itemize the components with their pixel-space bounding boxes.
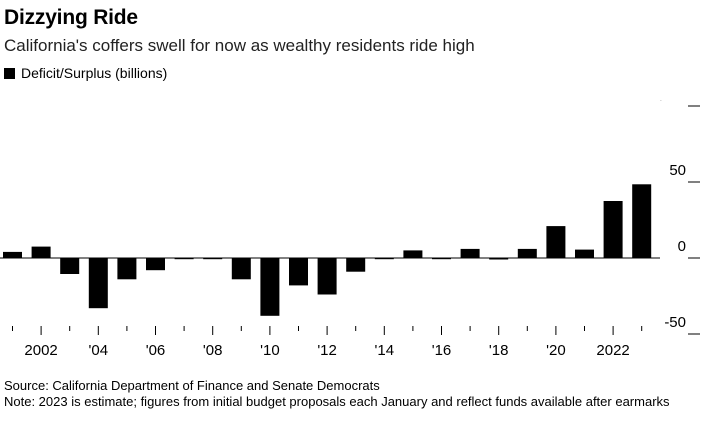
x-tick-label: '18 bbox=[489, 342, 509, 359]
y-tick-label: 0 bbox=[678, 238, 686, 255]
x-tick-label: '20 bbox=[546, 342, 566, 359]
bar-2023 bbox=[632, 184, 652, 258]
x-tick-label: '08 bbox=[203, 342, 223, 359]
x-tick-label: '12 bbox=[317, 342, 337, 359]
bar-2008 bbox=[203, 258, 223, 260]
bar-2009 bbox=[231, 258, 251, 280]
bar-2013 bbox=[346, 258, 366, 272]
bar-2018 bbox=[489, 258, 509, 260]
source-note: Source: California Department of Finance… bbox=[4, 378, 694, 410]
bar-2005 bbox=[117, 258, 137, 280]
bar-2002 bbox=[31, 246, 51, 258]
x-tick-label: 2002 bbox=[24, 342, 57, 359]
y-tick-label: 50 bbox=[669, 162, 686, 179]
bar-2001 bbox=[3, 251, 22, 258]
bar-chart: 50 0 -50 $100B 2002 '04 '06 '08 '10 '12 '14 '16 '18 '… bbox=[0, 100, 700, 359]
bar-2021 bbox=[575, 249, 594, 258]
legend-swatch bbox=[4, 67, 15, 79]
chart-subtitle: California's coffers swell for now as we… bbox=[4, 36, 475, 55]
legend-label: Deficit/Surplus (billions) bbox=[21, 65, 168, 81]
bar-2016 bbox=[432, 258, 451, 260]
bar-2017 bbox=[460, 248, 480, 258]
source-text: Source: California Department of Finance… bbox=[4, 378, 380, 393]
bar-2007 bbox=[174, 258, 194, 260]
x-tick-label: '04 bbox=[89, 342, 109, 359]
bar-2006 bbox=[146, 258, 165, 271]
bar-2011 bbox=[289, 258, 308, 286]
legend: Deficit/Surplus (billions) bbox=[4, 65, 167, 81]
bar-2022 bbox=[603, 201, 623, 258]
x-tick-label: 2022 bbox=[596, 342, 629, 359]
bar-2004 bbox=[88, 258, 108, 309]
y-tick-label: -50 bbox=[664, 314, 686, 331]
bar-2014 bbox=[374, 258, 394, 260]
bar-2015 bbox=[403, 250, 423, 258]
bar-2003 bbox=[60, 258, 80, 274]
chart-title: Dizzying Ride bbox=[4, 6, 138, 29]
bar-2010 bbox=[260, 258, 280, 316]
bar-2012 bbox=[317, 258, 337, 295]
bar-2019 bbox=[517, 248, 537, 258]
bar-2020 bbox=[546, 226, 566, 258]
note-text: Note: 2023 is estimate; figures from ini… bbox=[4, 394, 670, 409]
x-tick-label: '06 bbox=[146, 342, 166, 359]
x-tick-label: '10 bbox=[260, 342, 280, 359]
x-tick-label: '16 bbox=[432, 342, 452, 359]
x-tick-label: '14 bbox=[375, 342, 395, 359]
y-tick-label: $100B bbox=[657, 100, 700, 103]
